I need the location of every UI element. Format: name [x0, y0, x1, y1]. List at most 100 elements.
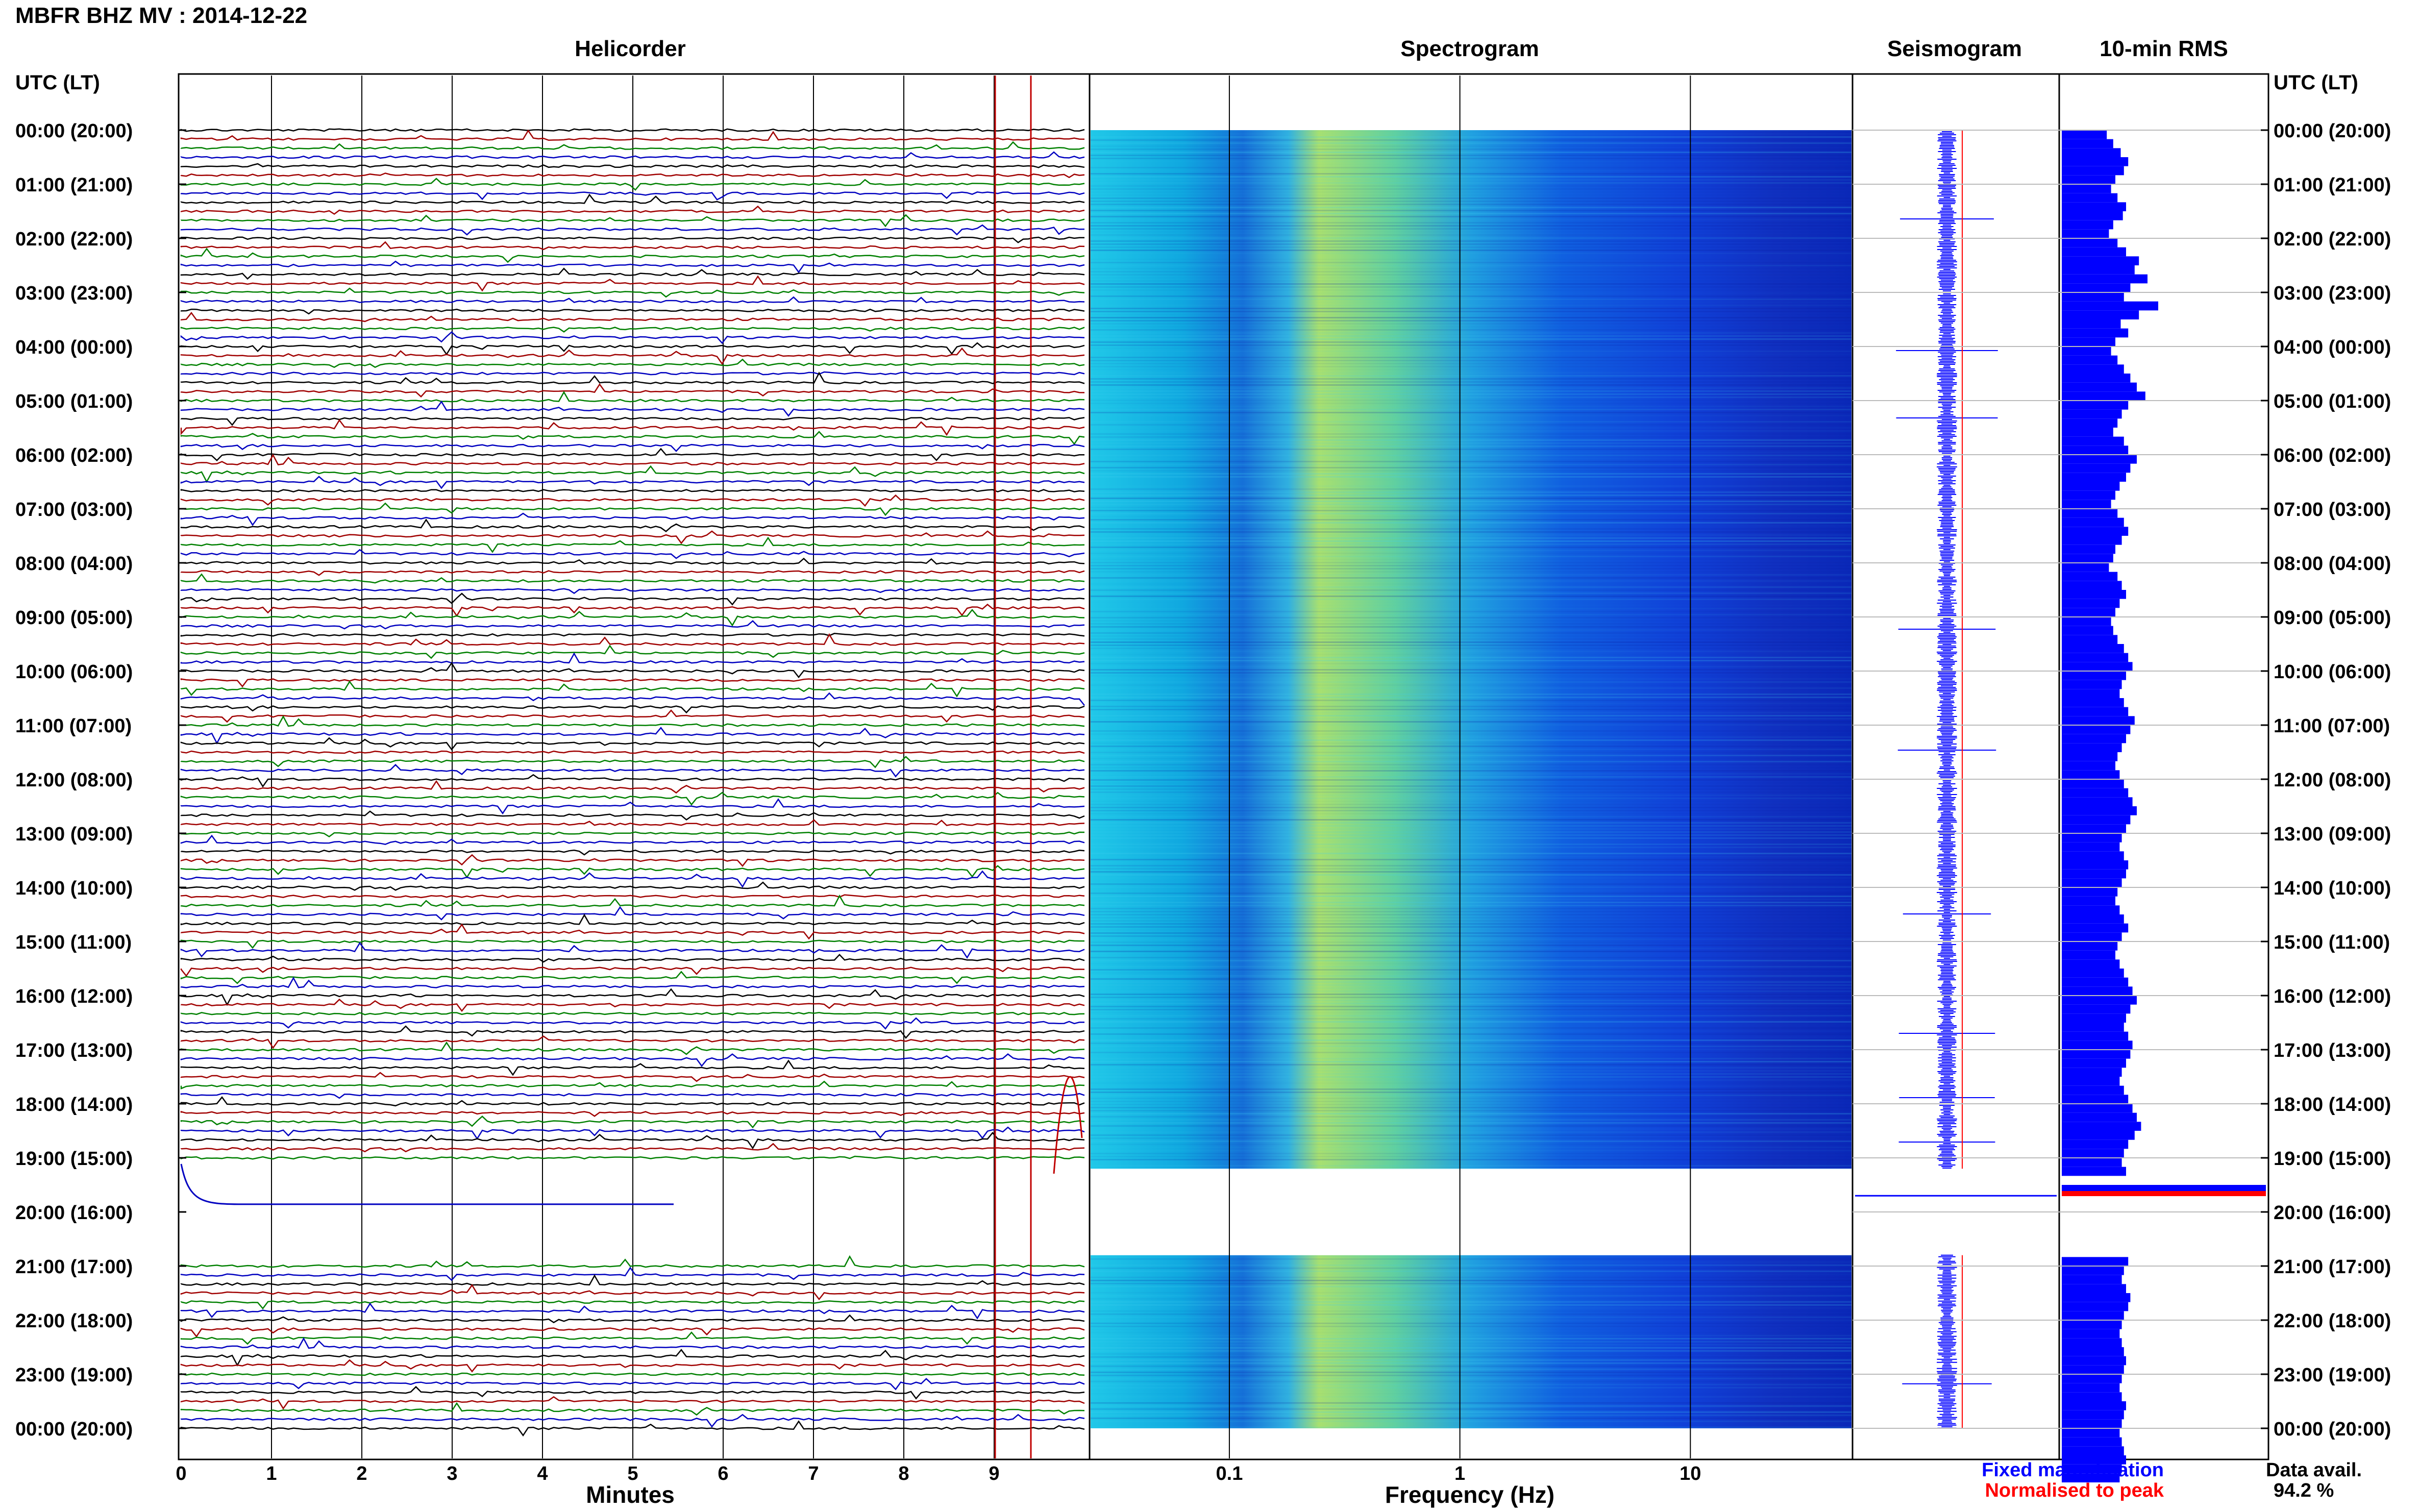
spectrogram-texture — [1091, 693, 1852, 695]
spectrogram-texture — [1091, 501, 1852, 502]
minute-tick-label: 2 — [356, 1463, 367, 1484]
helicorder-trace — [180, 894, 1085, 899]
helicorder-trace — [180, 895, 1085, 907]
spectrogram-texture — [1091, 1085, 1852, 1087]
rms-bar — [2062, 617, 2111, 626]
spectrogram-texture — [1091, 225, 1852, 227]
helicorder-trace — [180, 454, 1085, 466]
spectrogram-texture — [1091, 856, 1852, 857]
hour-label-left: 02:00 (22:00) — [15, 229, 133, 250]
rms-bar — [2062, 680, 2122, 689]
helicorder-trace — [180, 371, 1085, 385]
spectrogram-texture — [1091, 908, 1852, 909]
spectrogram-texture — [1091, 265, 1852, 266]
rms-bar — [2062, 1122, 2141, 1131]
rms-bar — [2062, 184, 2111, 193]
hour-label-left: 22:00 (18:00) — [15, 1310, 133, 1332]
spectrogram-texture — [1091, 632, 1852, 634]
rms-bar — [2062, 707, 2129, 716]
helicorder-trace — [180, 390, 1085, 403]
rms-bar — [2062, 878, 2122, 887]
spectrogram-texture — [1091, 788, 1852, 790]
spectrogram-texture — [1091, 348, 1852, 349]
rms-bar — [2062, 725, 2131, 734]
spectrogram-texture — [1091, 553, 1852, 554]
rms-bar — [2062, 1455, 2126, 1465]
helicorder-trace — [180, 774, 1085, 788]
helicorder-trace — [180, 448, 1085, 462]
rms-bar — [2062, 977, 2129, 987]
spectrogram-texture — [1091, 136, 1852, 138]
spectrogram-texture — [1091, 1356, 1852, 1358]
helicorder-trace — [180, 1096, 1085, 1107]
helicorder-trace — [180, 1053, 1085, 1068]
spectrogram-texture — [1091, 1270, 1852, 1272]
spectrogram-texture — [1091, 473, 1852, 475]
rms-bar — [2062, 1464, 2122, 1474]
spectrogram-texture — [1091, 161, 1852, 162]
spectrogram-texture — [1091, 1396, 1852, 1398]
utc-lt-header-left: UTC (LT) — [15, 71, 100, 94]
spectrogram-texture — [1091, 522, 1852, 524]
helicorder-trace — [180, 172, 1085, 179]
spectrogram-texture — [1091, 1033, 1852, 1035]
helicorder-trace — [180, 489, 1085, 493]
spectrogram-texture — [1091, 779, 1852, 781]
rms-bar — [2062, 653, 2129, 662]
helicorder-trace — [180, 518, 1085, 532]
rms-bar — [2062, 1131, 2135, 1140]
spectrogram-texture — [1091, 761, 1852, 762]
hour-label-right: 20:00 (16:00) — [2274, 1202, 2391, 1224]
rms-bar — [2062, 536, 2122, 545]
spectrogram-texture — [1091, 476, 1852, 478]
helicorder-trace — [180, 645, 1085, 659]
spectrogram-texture — [1091, 543, 1852, 545]
hour-label-right: 18:00 (14:00) — [2274, 1094, 2391, 1116]
spectrogram-texture — [1091, 396, 1852, 398]
helicorder-trace — [180, 1093, 1085, 1099]
seismogram-fixed-trace — [1902, 1254, 1992, 1429]
helicorder-trace — [180, 151, 1085, 159]
spectrogram-texture — [1091, 513, 1852, 514]
spectrogram-texture — [1091, 739, 1852, 741]
helicorder-trace — [180, 1414, 1085, 1428]
spectrogram-texture — [1091, 1092, 1852, 1093]
spectrogram-texture — [1091, 1353, 1852, 1355]
spectrogram-texture — [1091, 568, 1852, 569]
spectrogram-texture — [1091, 1380, 1852, 1382]
rms-bar — [2062, 581, 2122, 590]
spectrogram-texture — [1091, 1289, 1852, 1291]
rms-bar — [2062, 1266, 2124, 1275]
spectrogram-texture — [1091, 1359, 1852, 1361]
spectrogram-texture — [1091, 1122, 1852, 1124]
spectrogram-texture — [1091, 341, 1852, 343]
spectrogram-texture — [1091, 620, 1852, 622]
spectrogram-texture — [1091, 828, 1852, 830]
spectrogram-texture — [1091, 730, 1852, 732]
hour-label-right: 10:00 (06:00) — [2274, 661, 2391, 683]
spectrogram-texture — [1091, 1150, 1852, 1151]
spectrogram-texture — [1091, 592, 1852, 594]
helicorder-trace — [180, 308, 1085, 315]
hour-label-left: 19:00 (15:00) — [15, 1148, 133, 1170]
spectrogram-texture — [1091, 911, 1852, 912]
helicorder-trace — [180, 939, 1084, 949]
helicorder-trace — [180, 849, 1085, 856]
rms-bar — [2062, 662, 2133, 671]
spectrogram-texture — [1091, 746, 1852, 747]
spectrogram-texture — [1091, 654, 1852, 655]
helicorder-trace — [180, 443, 1085, 452]
rms-bar — [2062, 1428, 2120, 1437]
spectrogram-texture — [1091, 736, 1852, 738]
spectrogram-texture — [1091, 990, 1852, 992]
spectrogram-texture — [1091, 767, 1852, 769]
spectrogram-texture — [1091, 914, 1852, 915]
spectrogram-texture — [1091, 718, 1852, 720]
rms-bar — [2062, 1040, 2133, 1050]
helicorder-trace — [180, 633, 1085, 646]
spectrogram-texture — [1091, 847, 1852, 848]
spectrogram-texture — [1091, 899, 1852, 900]
spectrogram-texture — [1091, 941, 1852, 943]
helicorder-trace — [180, 569, 1085, 576]
helicorder-trace — [180, 1255, 1085, 1268]
